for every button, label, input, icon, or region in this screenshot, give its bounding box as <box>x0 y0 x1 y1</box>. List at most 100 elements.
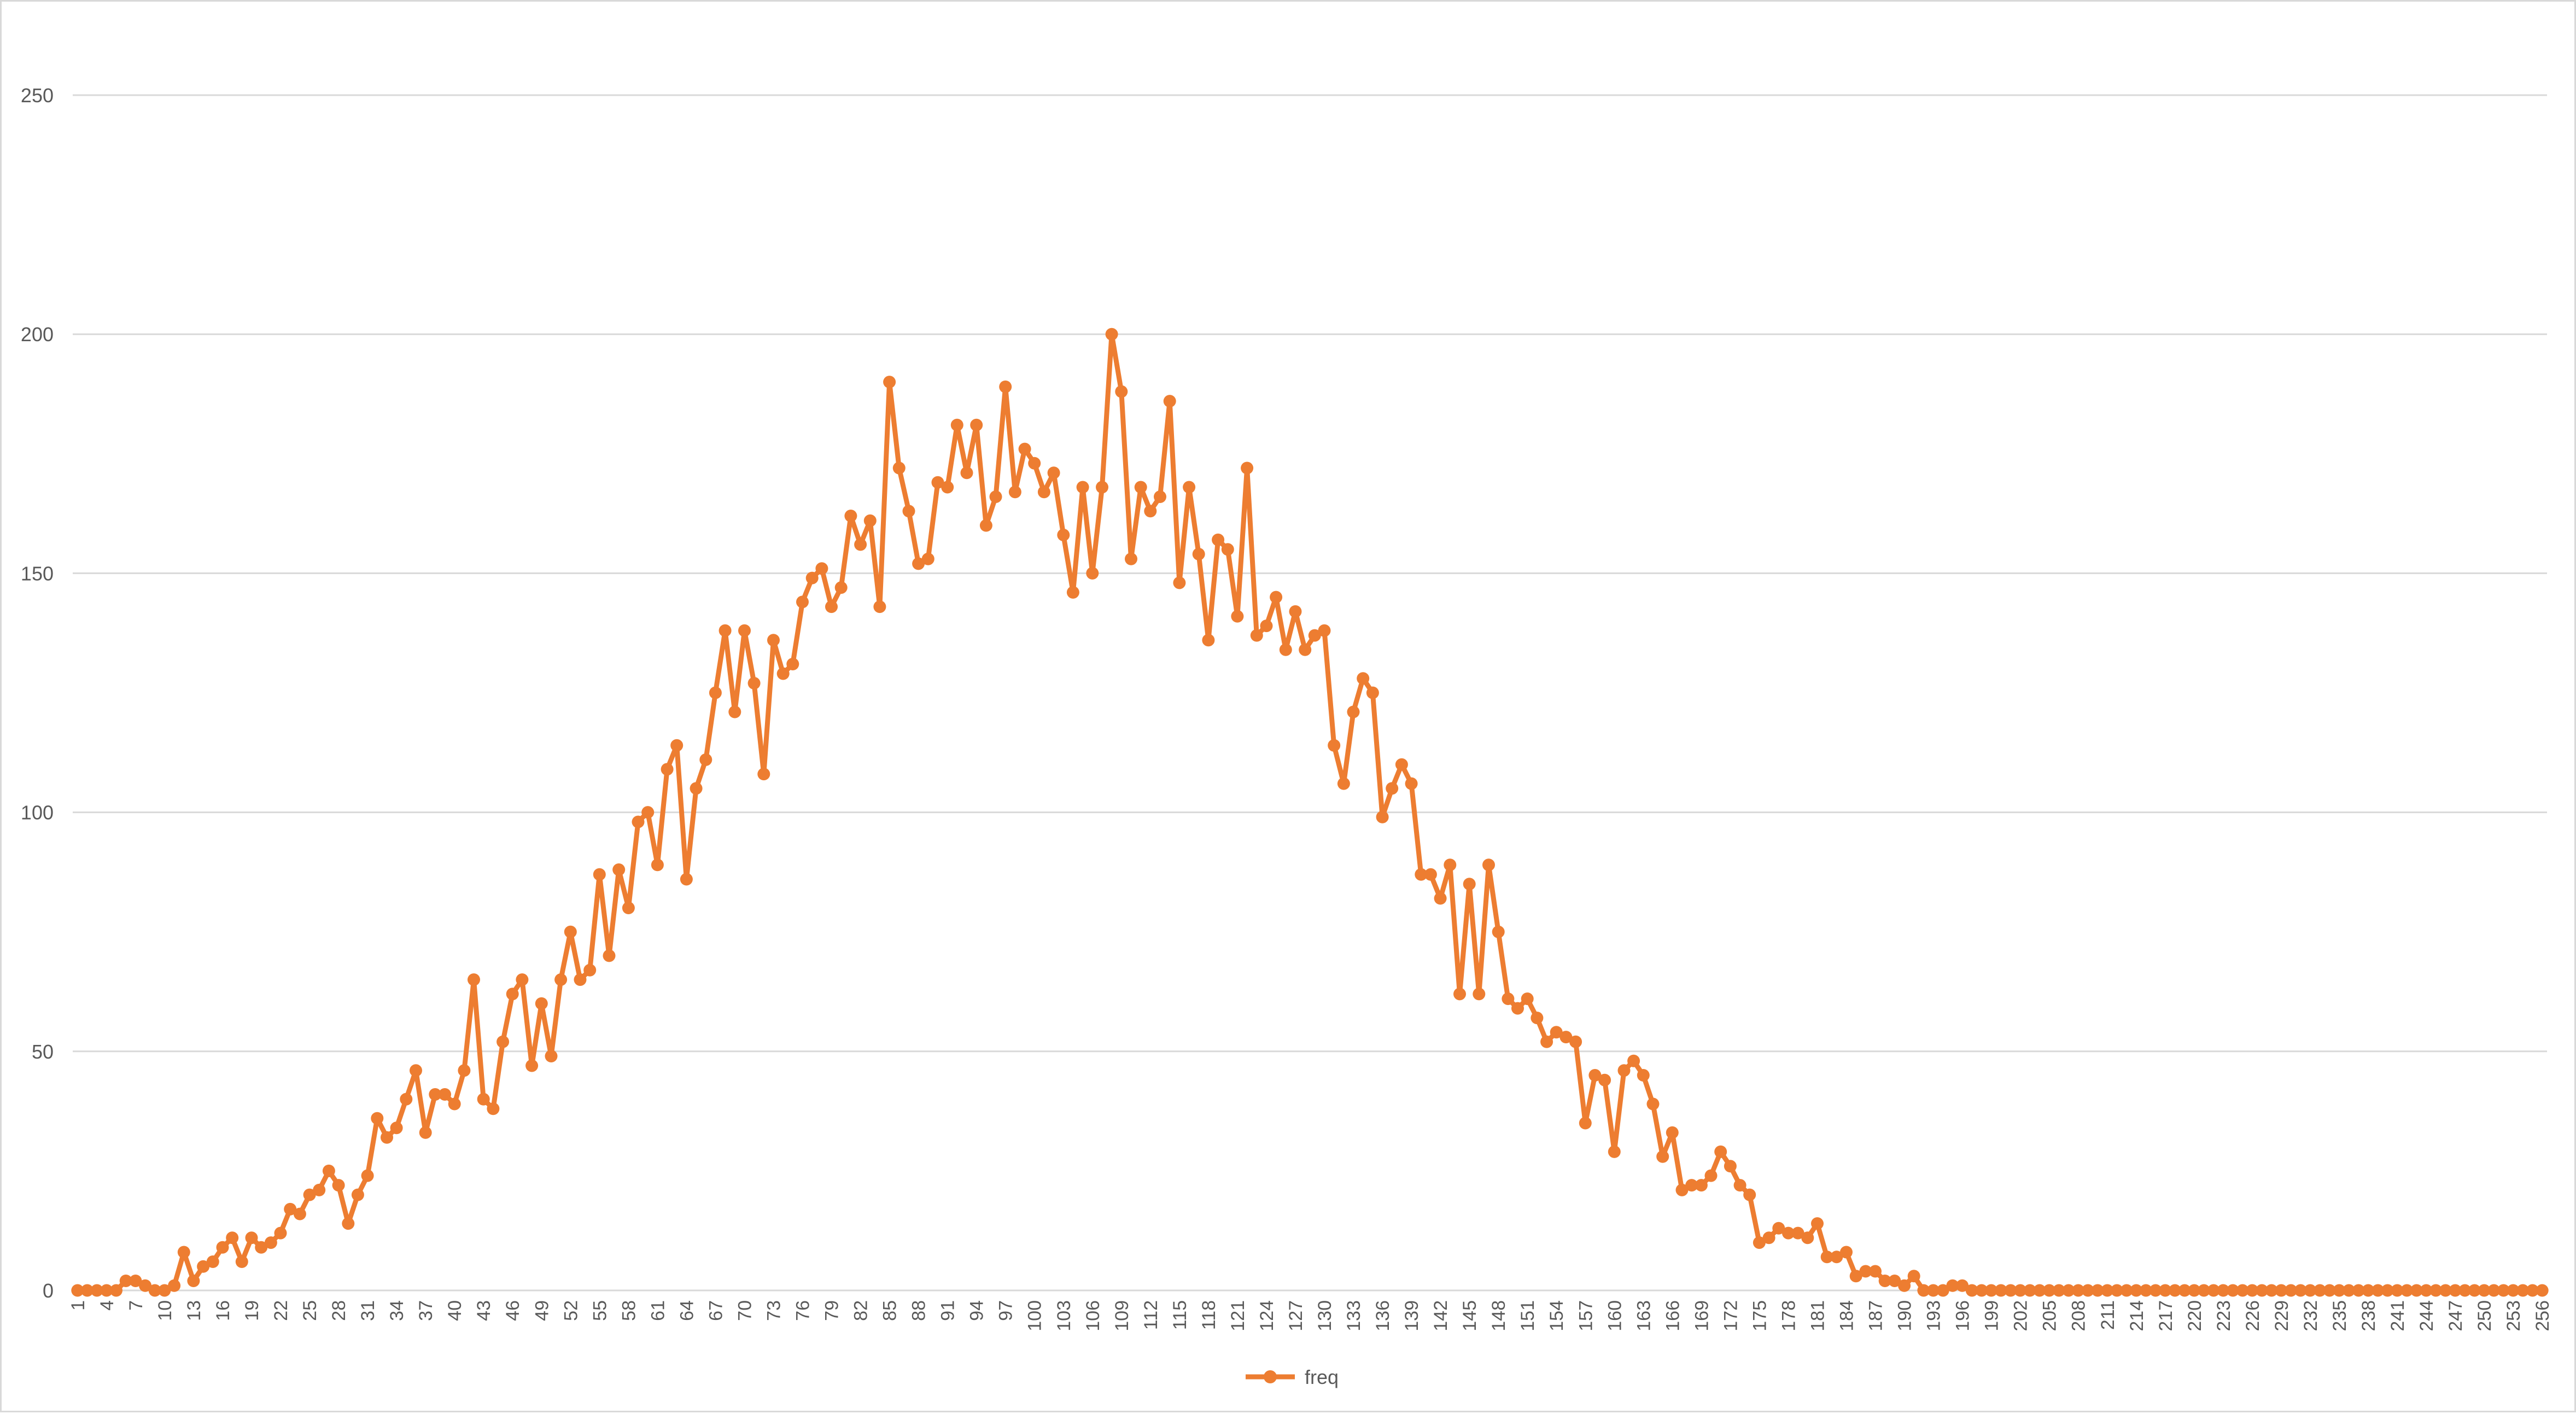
data-point <box>1830 1251 1843 1264</box>
data-point <box>651 858 664 872</box>
data-point <box>1733 1179 1746 1192</box>
data-point <box>1608 1145 1621 1158</box>
y-tick-label: 150 <box>21 562 54 585</box>
data-point <box>1782 1226 1795 1240</box>
data-point <box>2323 1284 2336 1297</box>
data-point <box>1917 1284 1930 1297</box>
data-point <box>873 600 886 613</box>
x-tick-label: 88 <box>909 1300 930 1321</box>
data-point <box>1743 1188 1756 1201</box>
data-point <box>1579 1117 1592 1130</box>
x-tick-label: 61 <box>647 1300 668 1321</box>
data-point <box>1714 1145 1727 1158</box>
data-point <box>496 1035 510 1048</box>
x-tick-label: 76 <box>793 1300 814 1321</box>
data-point <box>564 925 577 938</box>
data-point <box>2285 1284 2298 1297</box>
x-tick-label: 31 <box>358 1300 378 1321</box>
x-tick-label: 16 <box>213 1300 233 1321</box>
data-point <box>2023 1284 2036 1297</box>
data-point <box>1057 528 1070 541</box>
data-point <box>284 1202 297 1216</box>
x-tick-label: 196 <box>1953 1300 1973 1331</box>
data-point <box>2217 1284 2230 1297</box>
data-point <box>1473 988 1486 1001</box>
x-tick-label: 43 <box>474 1300 494 1321</box>
data-point <box>2362 1284 2375 1297</box>
data-point <box>950 418 963 431</box>
data-point <box>825 600 838 613</box>
x-tick-label: 187 <box>1866 1300 1886 1331</box>
data-point <box>767 634 780 647</box>
data-point <box>1366 686 1379 699</box>
data-point <box>2081 1284 2094 1297</box>
data-point <box>255 1241 268 1254</box>
data-point <box>506 988 519 1001</box>
x-tick-label: 133 <box>1344 1300 1364 1331</box>
data-point <box>593 868 606 881</box>
x-tick-label: 160 <box>1604 1300 1625 1331</box>
data-point <box>1878 1275 1891 1287</box>
data-point <box>477 1092 490 1106</box>
data-point <box>158 1284 171 1297</box>
data-point <box>119 1275 132 1287</box>
data-point <box>2343 1284 2356 1297</box>
data-point <box>747 677 761 690</box>
y-tick-label: 200 <box>21 323 54 346</box>
data-point <box>168 1279 181 1292</box>
x-tick-label: 151 <box>1517 1300 1538 1331</box>
data-point <box>989 490 1002 503</box>
x-tick-label: 166 <box>1662 1300 1683 1331</box>
data-point <box>1037 486 1050 499</box>
x-tick-label: 184 <box>1837 1300 1857 1331</box>
data-point <box>999 380 1012 393</box>
data-point <box>487 1102 500 1115</box>
x-tick-label: 253 <box>2503 1300 2524 1331</box>
data-point <box>2014 1284 2027 1297</box>
data-point <box>661 763 674 776</box>
x-tick-label: 49 <box>531 1300 552 1321</box>
x-tick-label: 58 <box>618 1300 639 1321</box>
data-point <box>235 1255 248 1268</box>
x-tick-label: 97 <box>996 1300 1017 1321</box>
data-point <box>2207 1284 2220 1297</box>
data-point <box>892 461 906 475</box>
x-tick-label: 142 <box>1430 1300 1451 1331</box>
data-point <box>902 505 915 518</box>
data-point <box>1405 777 1418 790</box>
x-tick-label: 10 <box>155 1300 176 1321</box>
data-point <box>1936 1284 1949 1297</box>
x-tick-label: 148 <box>1488 1300 1509 1331</box>
x-tick-label: 214 <box>2127 1300 2147 1331</box>
data-point <box>2101 1284 2114 1297</box>
data-point <box>1965 1284 1978 1297</box>
data-point <box>1511 1002 1524 1015</box>
legend-label-freq: freq <box>1305 1366 1339 1388</box>
data-point <box>1434 892 1447 905</box>
data-point <box>71 1284 84 1297</box>
data-point <box>1704 1169 1718 1182</box>
data-point <box>1357 672 1370 685</box>
data-point <box>1559 1031 1573 1044</box>
data-point <box>960 466 973 480</box>
data-point <box>129 1275 142 1287</box>
data-point <box>2526 1284 2539 1297</box>
data-point <box>1849 1270 1862 1283</box>
data-point <box>1801 1231 1814 1244</box>
data-point <box>603 949 616 962</box>
data-point <box>264 1236 277 1249</box>
x-tick-label: 193 <box>1924 1300 1944 1331</box>
data-point <box>361 1169 374 1182</box>
data-point <box>2227 1284 2239 1297</box>
data-point <box>1395 758 1408 771</box>
y-axis-tick-labels: 0 50 100 150 200 250 <box>21 84 54 1302</box>
data-point <box>1424 868 1437 881</box>
x-tick-label: 205 <box>2040 1300 2060 1331</box>
data-point <box>2072 1284 2085 1297</box>
data-point <box>699 753 712 766</box>
data-point <box>574 973 587 986</box>
data-point <box>970 418 983 431</box>
x-tick-label: 178 <box>1778 1300 1799 1331</box>
x-tick-label: 154 <box>1546 1300 1567 1331</box>
data-point <box>863 514 877 527</box>
